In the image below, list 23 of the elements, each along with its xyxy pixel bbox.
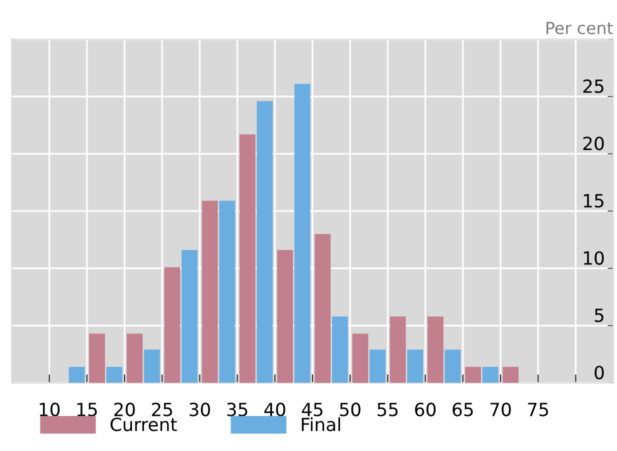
- x-tick-label: 65: [452, 402, 473, 416]
- legend-label: Current: [110, 418, 177, 432]
- y-tick-label: 15: [584, 194, 604, 208]
- y-tick-label: 20: [583, 136, 604, 150]
- y-tick-label: 0: [594, 366, 604, 380]
- y-tick-label: 5: [594, 308, 604, 322]
- x-tick-label: 55: [378, 402, 398, 416]
- y-tick-label: 25: [583, 79, 604, 94]
- x-tick-label: 30: [190, 402, 210, 416]
- x-tick-label: 40: [264, 402, 286, 416]
- x-tick-label: 75: [528, 402, 548, 416]
- x-tick-label: 60: [415, 402, 436, 416]
- x-tick-label: 20: [114, 402, 135, 416]
- x-tick-label: 15: [77, 402, 97, 416]
- y-axis-title: Per cent: [546, 22, 613, 34]
- x-tick-label: 35: [227, 402, 248, 416]
- x-tick-label: 70: [490, 402, 511, 416]
- legend-label: Final: [302, 417, 340, 432]
- x-tick-label: 25: [152, 402, 172, 416]
- x-tick-label: 50: [340, 402, 360, 416]
- x-tick-label: 10: [40, 402, 60, 416]
- y-tick-label: 10: [584, 251, 604, 265]
- x-tick-label: 45: [302, 402, 322, 416]
